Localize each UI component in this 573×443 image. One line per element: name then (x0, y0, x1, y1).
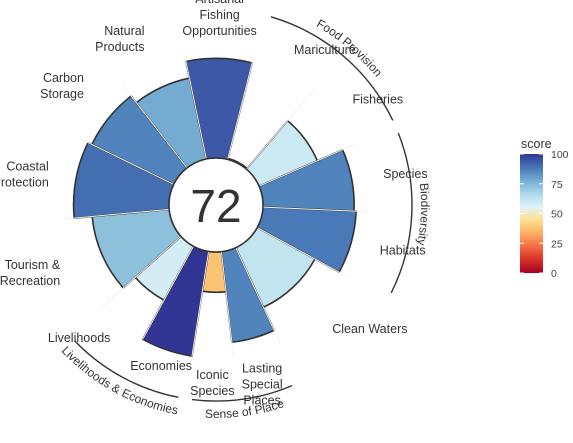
petal-label: Economies (130, 359, 192, 373)
petal-label: Tourism & Recreation (0, 258, 61, 288)
petal-label: Habitats (380, 244, 426, 258)
petal-label-line: Clean Waters (332, 322, 407, 336)
legend-tick-label: 75 (551, 179, 563, 191)
group-label-text: Biodiversity (414, 182, 432, 246)
petal-label: Clean Waters (332, 322, 407, 336)
petal-layer (63, 52, 369, 358)
group-label: Livelihoods & Economies (59, 343, 179, 417)
legend-tick-label: 100 (551, 149, 569, 161)
group-label: Biodiversity (414, 182, 432, 246)
legend-title: score (521, 137, 552, 151)
center-disc (168, 157, 264, 253)
legend-tick-label: 25 (551, 238, 563, 250)
group-arc (270, 16, 394, 121)
petal-label: Iconic Species (190, 368, 234, 398)
sector-divider (191, 251, 210, 357)
petal-label-line: Artisanal (195, 0, 244, 6)
sector-divider (63, 208, 170, 220)
petal-label-line: Coastal (6, 159, 48, 173)
sector-divider (262, 206, 369, 213)
petal-label-line: Products (95, 40, 144, 54)
petal-label-line: Opportunities (182, 24, 256, 38)
sector-divider (121, 83, 188, 169)
petal-label: Natural Products (95, 24, 144, 54)
petal-label-line: Storage (40, 87, 84, 101)
score-legend: score 0 25 50 75 100 (520, 137, 569, 280)
petal-label-line: Tourism & (5, 258, 61, 272)
petal-label: Species (383, 167, 427, 181)
petal-label-line: Fisheries (352, 93, 403, 107)
sector-divider (257, 227, 351, 279)
sector-divider (258, 143, 357, 187)
petal-label-line: Livelihoods (48, 331, 111, 345)
petal-label-line: Habitats (380, 244, 426, 258)
legend-tick-label: 0 (551, 268, 557, 280)
petal-label-line: Lasting (242, 362, 282, 376)
group-arc (390, 132, 413, 294)
sector-divider (142, 246, 194, 340)
petal-label-line: Natural (104, 24, 144, 38)
legend-tick-label: 50 (551, 209, 563, 221)
petal-label-line: Species (383, 167, 427, 181)
petal-label-line: Special (242, 378, 283, 392)
petal-label: Carbon Storage (40, 71, 84, 101)
petal-label-line: Iconic (196, 368, 229, 382)
sector-divider (184, 55, 207, 160)
sector-divider (78, 137, 174, 185)
petal-label-line: Carbon (43, 71, 84, 85)
group-arc (74, 340, 179, 399)
petal-label-line: Fishing (199, 8, 239, 22)
petal-label-line: Economies (130, 359, 192, 373)
petal-label: Livelihoods (48, 331, 111, 345)
petal-label-line: Recreation (0, 274, 60, 288)
legend-colorbar (520, 154, 543, 273)
group-label-text: Livelihoods & Economies (59, 343, 179, 417)
sector-divider (235, 247, 281, 345)
center-score: 72 (190, 180, 241, 232)
sector-divider (101, 235, 182, 308)
sector-divider (227, 56, 255, 160)
petal-background (227, 56, 316, 170)
sector-divider (220, 251, 235, 358)
group-arc (191, 384, 293, 402)
petal-label: Fisheries (352, 93, 403, 107)
petal-label: Coastal Protection (0, 159, 49, 189)
petal-label-line: Species (190, 384, 234, 398)
sector-divider (246, 88, 316, 170)
petal-label-line: Protection (0, 175, 49, 189)
petal-labels: Carbon Storage Natural Products Artisanal Fis… (0, 0, 428, 408)
petal-label: Artisanal Fishing Opportunities (182, 0, 256, 38)
